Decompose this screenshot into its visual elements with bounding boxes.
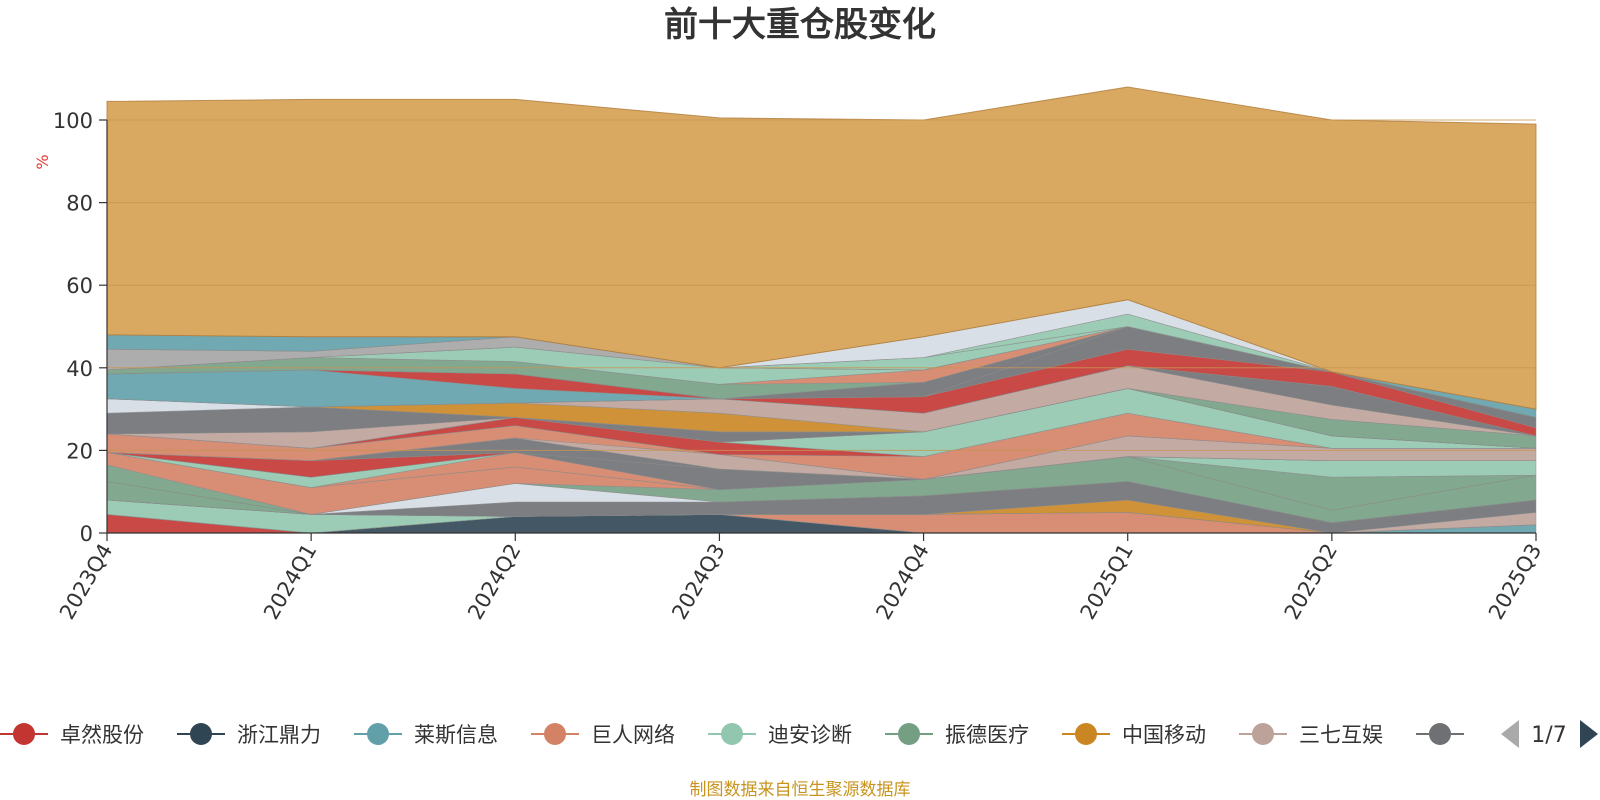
- legend-circle-icon: [1252, 723, 1274, 745]
- legend-item-4[interactable]: 迪安诊断: [708, 723, 852, 747]
- legend-item-1[interactable]: 浙江鼎力: [177, 723, 321, 747]
- legend-label: 卓然股份: [60, 723, 144, 747]
- legend-item-3[interactable]: 巨人网络: [531, 723, 675, 747]
- x-tick-label-2024Q2: 2024Q2: [463, 540, 525, 624]
- legend-label: 莱斯信息: [414, 723, 498, 747]
- y-tick-label-100: 100: [53, 109, 93, 133]
- x-tick-label-2025Q3: 2025Q3: [1484, 540, 1546, 624]
- y-tick-label-80: 80: [66, 192, 93, 216]
- x-tick-label-2024Q1: 2024Q1: [259, 540, 321, 624]
- legend: 卓然股份 浙江鼎力 莱斯信息 巨人网络 迪安诊断 振德医疗 中国移动 三七互娱: [0, 723, 1464, 747]
- legend-label: 巨人网络: [591, 723, 675, 747]
- grid-lines: [107, 119, 1536, 451]
- legend-circle-icon: [721, 723, 743, 745]
- y-tick-label-60: 60: [66, 274, 93, 298]
- legend-circle-icon: [367, 723, 389, 745]
- x-tick-label-2025Q1: 2025Q1: [1076, 540, 1138, 624]
- legend-item-2[interactable]: 莱斯信息: [354, 723, 498, 747]
- legend-label: 中国移动: [1122, 723, 1206, 747]
- legend-label: 三七互娱: [1299, 723, 1383, 747]
- legend-label: 浙江鼎力: [237, 723, 321, 747]
- legend-circle-icon: [544, 723, 566, 745]
- pager-next-icon[interactable]: [1580, 720, 1598, 748]
- area-series-45: [106, 86, 1537, 410]
- legend-circle-icon: [898, 723, 920, 745]
- legend-circle-icon: [190, 723, 212, 745]
- legend-circle-icon: [1429, 723, 1451, 745]
- chart-title: 前十大重仓股变化: [664, 5, 936, 45]
- legend-label: 振德医疗: [945, 723, 1029, 747]
- x-tick-label-2023Q4: 2023Q4: [55, 540, 117, 624]
- pager-prev-icon[interactable]: [1501, 720, 1519, 748]
- legend-item-0[interactable]: 卓然股份: [0, 723, 144, 747]
- legend-circle-icon: [1075, 723, 1097, 745]
- y-tick-label-0: 0: [80, 522, 93, 546]
- data-source-note: 制图数据来自恒生聚源数据库: [690, 780, 911, 800]
- x-tick-label-2025Q2: 2025Q2: [1280, 540, 1342, 624]
- x-tick-label-2024Q4: 2024Q4: [871, 540, 933, 624]
- stacked-areas: [106, 86, 1537, 534]
- legend-label: 迪安诊断: [768, 723, 852, 747]
- legend-pager: 1/7: [1501, 720, 1598, 748]
- y-tick-label-40: 40: [66, 357, 93, 381]
- legend-item-7[interactable]: 三七互娱: [1239, 723, 1383, 747]
- legend-item-5[interactable]: 振德医疗: [885, 723, 1029, 747]
- legend-circle-icon: [13, 723, 35, 745]
- y-axis-unit-label: %: [33, 154, 52, 169]
- x-tick-label-2024Q3: 2024Q3: [667, 540, 729, 624]
- y-tick-label-20: 20: [66, 439, 93, 463]
- pager-label: 1/7: [1531, 723, 1566, 748]
- legend-item-6[interactable]: 中国移动: [1062, 723, 1206, 747]
- legend-item-8[interactable]: [1416, 723, 1464, 745]
